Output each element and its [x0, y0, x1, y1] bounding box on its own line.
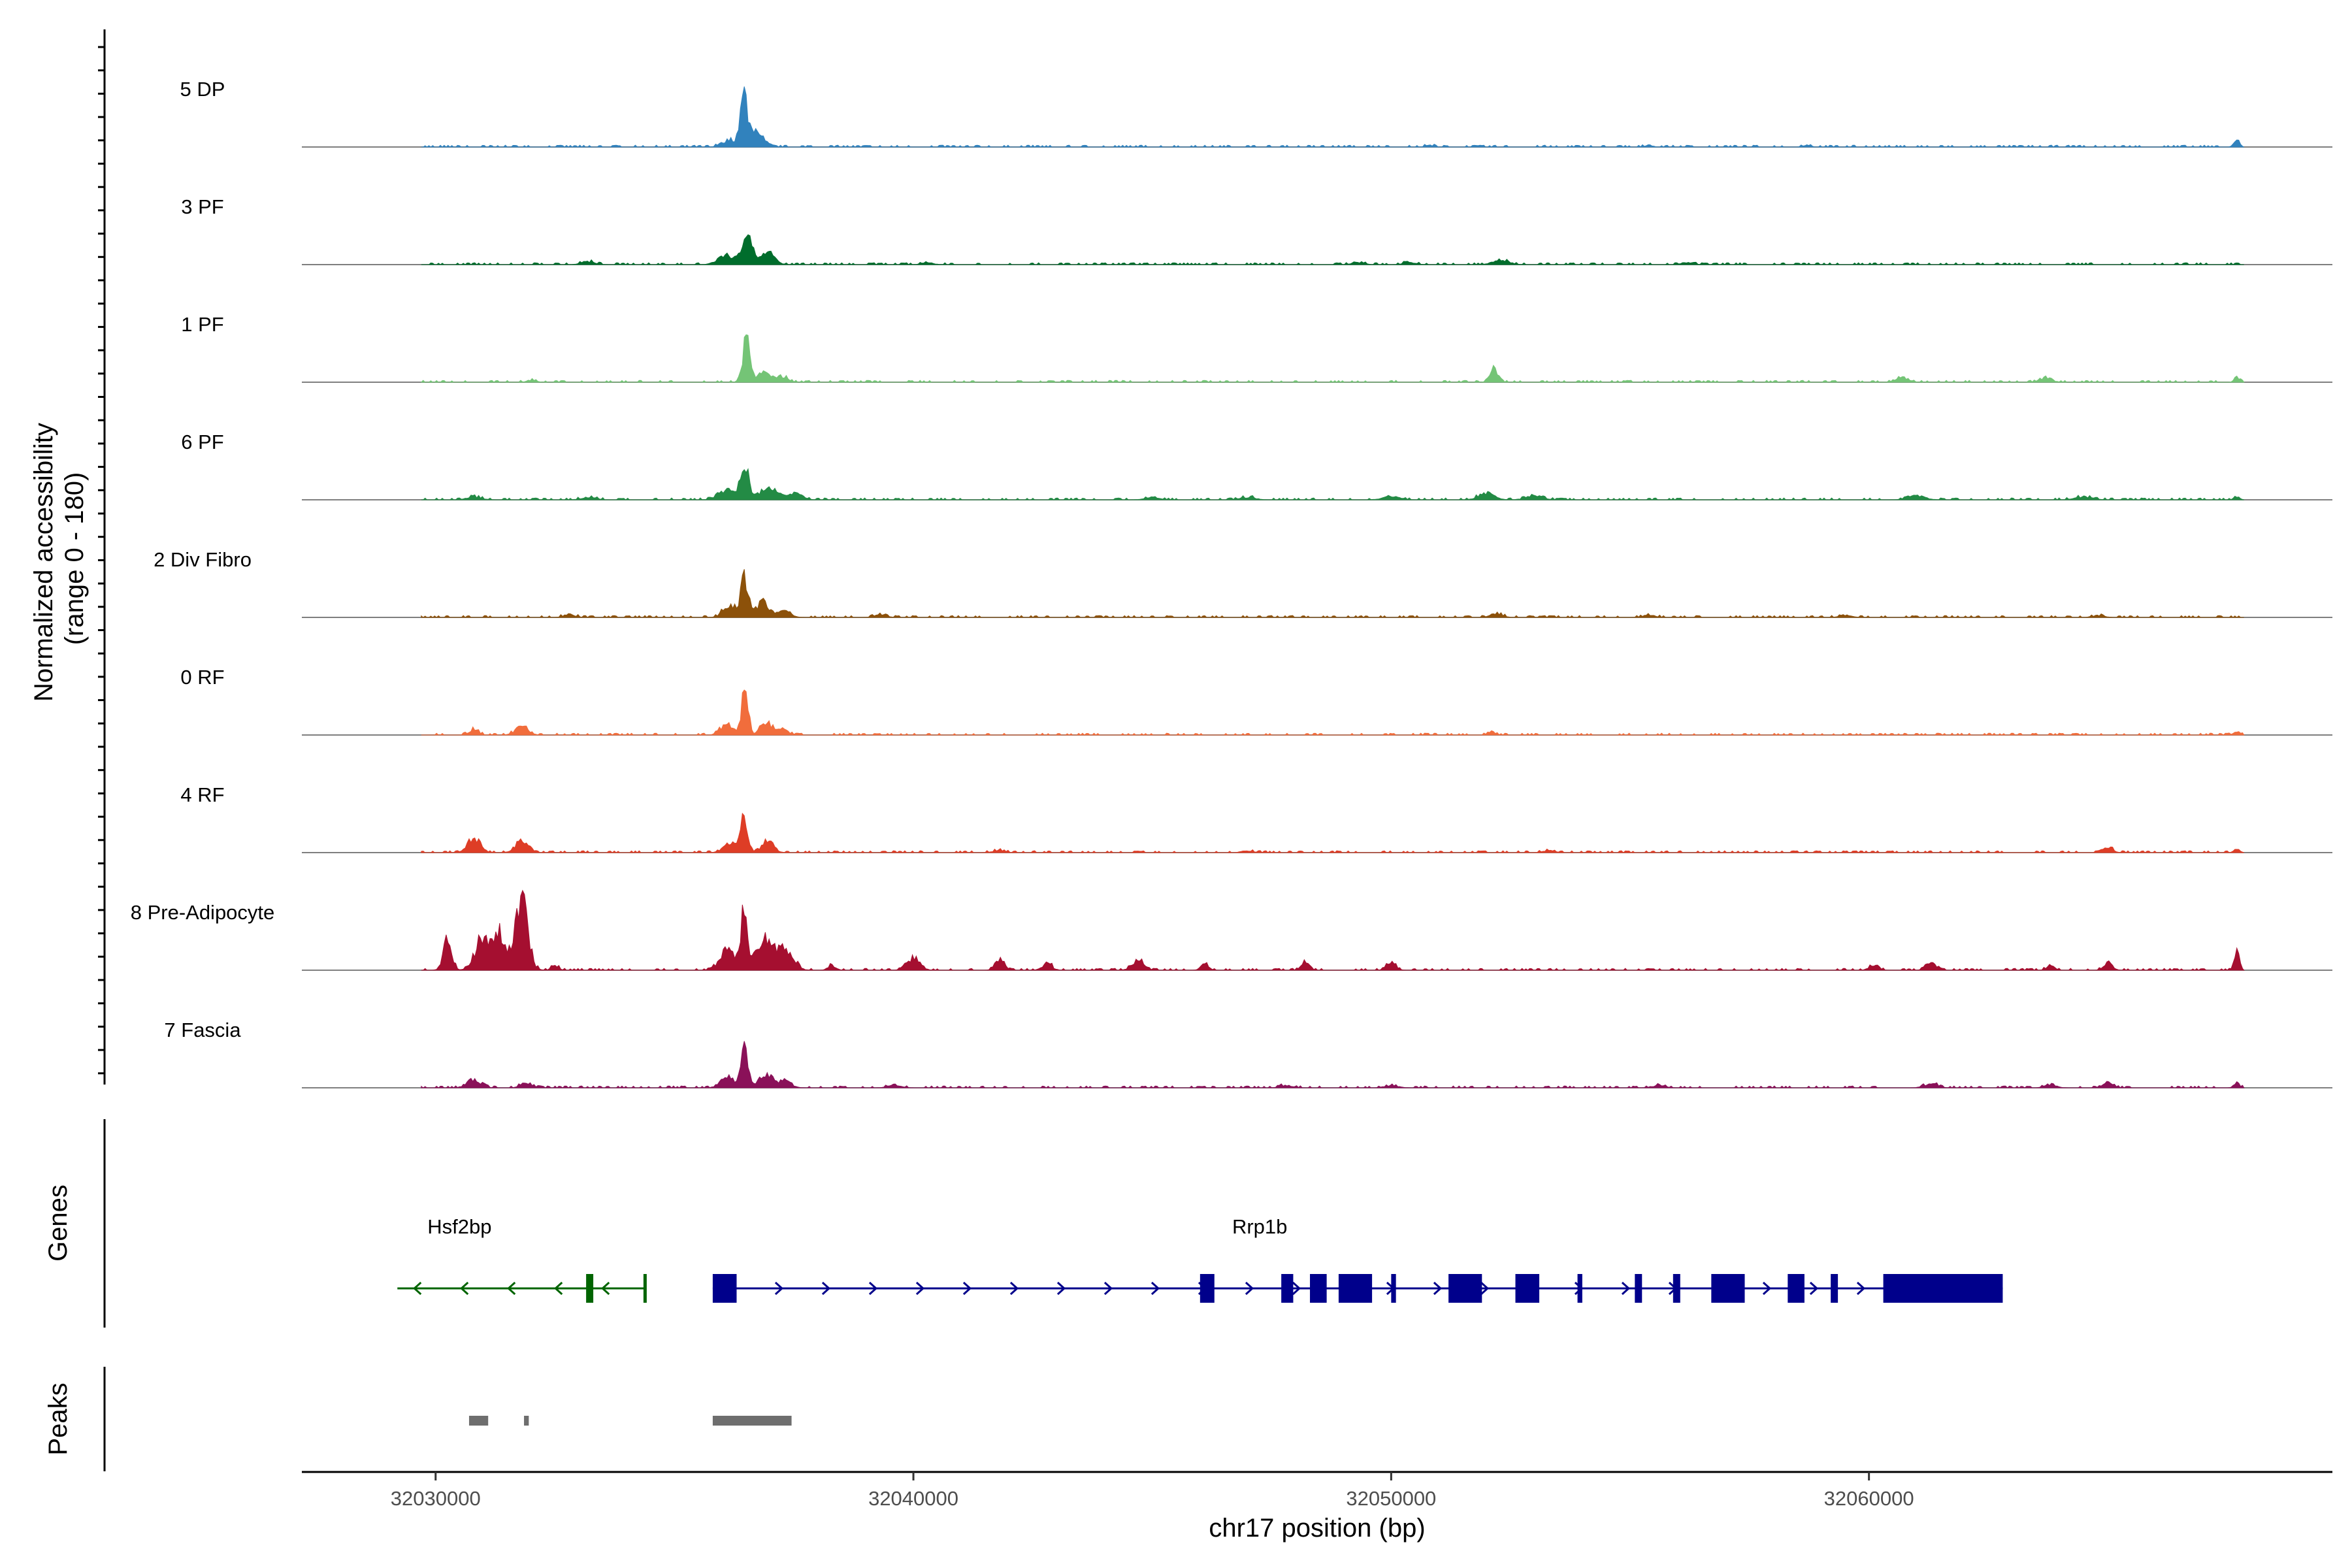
track-label: 8 Pre-Adipocyte — [131, 901, 275, 924]
track-1-pf: 1 PF — [181, 313, 2332, 383]
gene-exon — [712, 1274, 737, 1303]
coverage-area — [421, 569, 2244, 618]
track-label: 5 DP — [180, 78, 225, 101]
strand-chevron — [915, 1281, 925, 1296]
strand-chevron — [1809, 1281, 1819, 1296]
track-5-dp: 5 DP — [180, 78, 2332, 148]
coverage-area — [421, 812, 2244, 853]
strand-chevron — [601, 1281, 610, 1296]
strand-chevron — [962, 1281, 972, 1296]
strand-chevron — [1433, 1281, 1443, 1296]
gene-exon — [1883, 1274, 2003, 1303]
gene-exon — [1200, 1274, 1215, 1303]
strand-chevron — [1856, 1281, 1866, 1296]
gene-exon — [1391, 1274, 1396, 1303]
strand-chevron — [1056, 1281, 1066, 1296]
strand-chevron — [1292, 1281, 1301, 1296]
x-axis-title: chr17 position (bp) — [1209, 1514, 1425, 1543]
gene-exon — [1831, 1274, 1838, 1303]
y-axis-title-line-2: (range 0 - 180) — [60, 472, 89, 645]
strand-chevron — [554, 1281, 563, 1296]
genes-panel-title: Genes — [44, 1184, 73, 1262]
y-axis-title-line-1: Normalized accessibility — [29, 423, 58, 702]
gene-label: Hsf2bp — [427, 1215, 491, 1238]
x-tick-label: 32030000 — [391, 1487, 481, 1510]
coverage-area — [421, 468, 2244, 500]
peaks-panel: Peaks — [44, 1367, 792, 1471]
gene-exon — [1788, 1274, 1805, 1303]
gene-exon — [586, 1274, 594, 1303]
strand-chevron — [868, 1281, 878, 1296]
x-tick-label: 32050000 — [1346, 1487, 1436, 1510]
x-tick-label: 32040000 — [868, 1487, 958, 1510]
track-label: 2 Div Fibro — [154, 548, 252, 571]
track-2-div-fibro: 2 Div Fibro — [154, 548, 2332, 618]
coverage-area — [421, 1041, 2245, 1088]
gene-exon — [1515, 1274, 1540, 1303]
coverage-area — [421, 689, 2245, 736]
peaks-panel-title: Peaks — [44, 1382, 73, 1455]
x-axis: 32030000 32040000 32050000 32060000 chr17 p… — [302, 1471, 2332, 1543]
track-label: 6 PF — [181, 431, 223, 453]
gene-exon — [1281, 1274, 1294, 1303]
genes-panel: Genes Hsf2bp Rrp1b — [44, 1119, 2003, 1328]
strand-chevron — [413, 1281, 422, 1296]
strand-chevron — [1009, 1281, 1019, 1296]
track-6-pf: 6 PF — [181, 431, 2332, 500]
gene-exon — [1673, 1274, 1680, 1303]
coverage-y-axis: Normalized accessibility (range 0 - 180) — [29, 29, 106, 1085]
track-label: 7 Fascia — [164, 1019, 241, 1041]
strand-chevron — [1245, 1281, 1254, 1296]
x-tick-label: 32060000 — [1824, 1487, 1914, 1510]
strand-chevron — [1480, 1281, 1490, 1296]
x-axis-ticks: 32030000 32040000 32050000 32060000 — [391, 1472, 1914, 1510]
coverage-tracks: 5 DP 3 PF 1 PF 6 PF 2 Div Fibro 0 RF 4 RF 8 Pre… — [131, 78, 2332, 1088]
coverage-area — [421, 86, 2244, 148]
peak-region — [712, 1416, 792, 1426]
gene-label: Rrp1b — [1232, 1215, 1287, 1238]
strand-chevron — [821, 1281, 831, 1296]
coverage-area — [420, 334, 2245, 383]
track-8-pre-adipocyte: 8 Pre-Adipocyte — [131, 889, 2332, 971]
track-3-pf: 3 PF — [181, 195, 2332, 265]
peak-region — [524, 1416, 529, 1426]
gene-exon — [1635, 1274, 1642, 1303]
track-7-fascia: 7 Fascia — [164, 1019, 2332, 1088]
strand-chevron — [1762, 1281, 1772, 1296]
gene-models: Hsf2bp Rrp1b — [397, 1215, 2003, 1303]
gene-exon — [1310, 1274, 1327, 1303]
strand-chevron — [1621, 1281, 1631, 1296]
strand-chevron — [460, 1281, 469, 1296]
track-label: 3 PF — [181, 195, 223, 218]
track-label: 4 RF — [180, 783, 224, 806]
strand-chevron — [1103, 1281, 1113, 1296]
strand-chevron — [1151, 1281, 1160, 1296]
track-label: 0 RF — [180, 666, 224, 689]
gene-hsf2bp: Hsf2bp — [397, 1215, 647, 1303]
gene-exon — [1338, 1274, 1373, 1303]
gene-exon — [1577, 1274, 1582, 1303]
peak-region — [468, 1416, 489, 1426]
strand-chevron — [774, 1281, 784, 1296]
coverage-y-ticks — [98, 46, 105, 1075]
gene-exon — [1711, 1274, 1745, 1303]
coverage-area — [421, 234, 2244, 265]
track-4-rf: 4 RF — [180, 783, 2332, 853]
peak-regions — [468, 1416, 792, 1426]
coverage-area — [421, 889, 2245, 971]
track-0-rf: 0 RF — [180, 666, 2332, 736]
track-label: 1 PF — [181, 313, 223, 336]
strand-chevron — [507, 1281, 516, 1296]
coverage-y-axis-title: Normalized accessibility (range 0 - 180) — [29, 416, 89, 702]
gene-rrp1b: Rrp1b — [712, 1215, 2003, 1303]
gene-exon — [1448, 1274, 1482, 1303]
gene-exon — [643, 1274, 647, 1303]
